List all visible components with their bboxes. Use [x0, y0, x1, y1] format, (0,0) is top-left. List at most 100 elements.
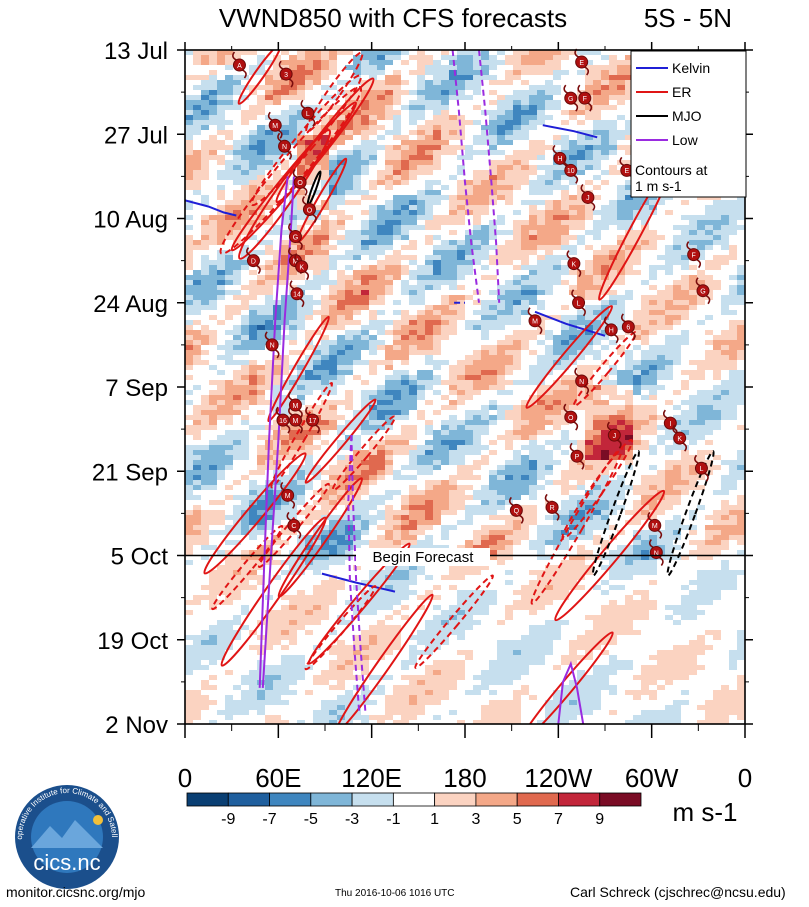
anomaly-cell — [593, 295, 601, 300]
anomaly-cell — [225, 90, 233, 95]
anomaly-cell — [489, 485, 497, 490]
anomaly-cell — [665, 490, 673, 495]
anomaly-cell — [601, 55, 609, 60]
anomaly-cell — [505, 520, 513, 525]
anomaly-cell — [577, 345, 585, 350]
anomaly-cell — [225, 525, 233, 530]
anomaly-cell — [665, 540, 673, 545]
anomaly-cell — [401, 355, 409, 360]
anomaly-cell — [433, 145, 441, 150]
anomaly-cell — [393, 130, 401, 135]
anomaly-cell — [521, 330, 529, 335]
anomaly-cell — [505, 460, 513, 465]
anomaly-cell — [553, 480, 561, 485]
anomaly-cell — [697, 275, 705, 280]
anomaly-cell — [689, 435, 697, 440]
anomaly-cell — [241, 195, 249, 200]
anomaly-cell — [537, 450, 545, 455]
anomaly-cell — [617, 185, 625, 190]
anomaly-cell — [545, 465, 553, 470]
anomaly-cell — [233, 150, 241, 155]
anomaly-cell — [201, 290, 209, 295]
anomaly-cell — [353, 240, 361, 245]
anomaly-cell — [185, 95, 193, 100]
anomaly-cell — [513, 235, 521, 240]
anomaly-cell — [265, 80, 273, 85]
anomaly-cell — [297, 320, 305, 325]
anomaly-cell — [689, 540, 697, 545]
anomaly-cell — [361, 235, 369, 240]
anomaly-cell — [665, 530, 673, 535]
anomaly-cell — [393, 225, 401, 230]
anomaly-cell — [497, 255, 505, 260]
anomaly-cell — [585, 215, 593, 220]
anomaly-cell — [457, 470, 465, 475]
anomaly-cell — [409, 400, 417, 405]
anomaly-cell — [529, 490, 537, 495]
anomaly-cell — [401, 150, 409, 155]
anomaly-cell — [657, 440, 665, 445]
anomaly-cell — [513, 255, 521, 260]
anomaly-cell — [529, 105, 537, 110]
anomaly-cell — [345, 480, 353, 485]
anomaly-cell — [729, 340, 737, 345]
anomaly-cell — [569, 485, 577, 490]
anomaly-cell — [201, 485, 209, 490]
anomaly-cell — [601, 270, 609, 275]
anomaly-cell — [297, 470, 305, 475]
anomaly-cell — [369, 100, 377, 105]
anomaly-cell — [385, 285, 393, 290]
anomaly-cell — [185, 185, 193, 190]
anomaly-cell — [649, 270, 657, 275]
anomaly-cell — [305, 365, 313, 370]
anomaly-cell — [513, 465, 521, 470]
anomaly-cell — [377, 410, 385, 415]
anomaly-cell — [425, 240, 433, 245]
anomaly-cell — [353, 275, 361, 280]
anomaly-cell — [697, 435, 705, 440]
anomaly-cell — [673, 420, 681, 425]
anomaly-cell — [281, 440, 289, 445]
anomaly-cell — [217, 100, 225, 105]
anomaly-cell — [321, 85, 329, 90]
anomaly-cell — [225, 315, 233, 320]
anomaly-cell — [441, 380, 449, 385]
anomaly-cell — [265, 70, 273, 75]
anomaly-cell — [233, 160, 241, 165]
anomaly-cell — [433, 435, 441, 440]
anomaly-cell — [489, 140, 497, 145]
anomaly-cell — [257, 185, 265, 190]
anomaly-cell — [257, 505, 265, 510]
anomaly-cell — [225, 100, 233, 105]
anomaly-cell — [217, 255, 225, 260]
anomaly-cell — [537, 100, 545, 105]
anomaly-cell — [265, 305, 273, 310]
anomaly-cell — [385, 150, 393, 155]
anomaly-cell — [353, 450, 361, 455]
anomaly-cell — [201, 480, 209, 485]
anomaly-cell — [305, 335, 313, 340]
anomaly-cell — [625, 55, 633, 60]
anomaly-cell — [209, 440, 217, 445]
anomaly-cell — [497, 125, 505, 130]
anomaly-cell — [721, 220, 729, 225]
anomaly-cell — [313, 540, 321, 545]
anomaly-cell — [713, 215, 721, 220]
anomaly-cell — [425, 140, 433, 145]
anomaly-cell — [609, 390, 617, 395]
anomaly-cell — [617, 485, 625, 490]
anomaly-cell — [281, 370, 289, 375]
anomaly-cell — [353, 285, 361, 290]
anomaly-cell — [385, 105, 393, 110]
anomaly-cell — [465, 235, 473, 240]
anomaly-cell — [689, 285, 697, 290]
anomaly-cell — [393, 515, 401, 520]
anomaly-cell — [729, 400, 737, 405]
anomaly-cell — [337, 155, 345, 160]
anomaly-cell — [417, 525, 425, 530]
anomaly-cell — [633, 490, 641, 495]
anomaly-cell — [249, 375, 257, 380]
anomaly-cell — [233, 200, 241, 205]
anomaly-cell — [241, 155, 249, 160]
anomaly-cell — [505, 415, 513, 420]
